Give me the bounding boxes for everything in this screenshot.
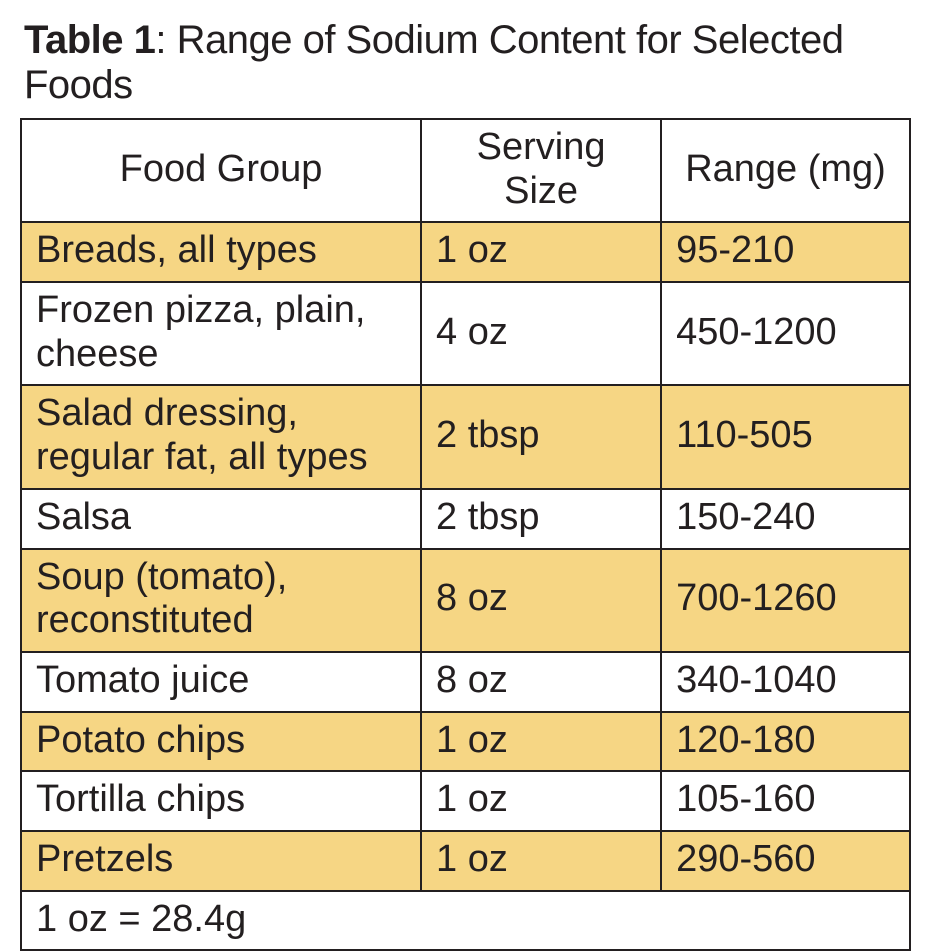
table-row: Pretzels1 oz290-560 <box>21 831 910 891</box>
table-row: Salsa2 tbsp150-240 <box>21 489 910 549</box>
cell-range: 340-1040 <box>661 652 910 712</box>
table-row: Breads, all types1 oz95-210 <box>21 222 910 282</box>
table-row: Salad dressing, regular fat, all types2 … <box>21 385 910 488</box>
cell-food-group: Pretzels <box>21 831 421 891</box>
cell-food-group: Tomato juice <box>21 652 421 712</box>
table-caption: Table 1: Range of Sodium Content for Sel… <box>24 18 911 108</box>
col-serving-size: Serving Size <box>421 119 661 222</box>
table-row: Tortilla chips1 oz105-160 <box>21 771 910 831</box>
cell-serving-size: 1 oz <box>421 831 661 891</box>
cell-serving-size: 1 oz <box>421 712 661 772</box>
caption-label: Table 1 <box>24 18 155 62</box>
table-row: Potato chips1 oz120-180 <box>21 712 910 772</box>
cell-food-group: Salad dressing, regular fat, all types <box>21 385 421 488</box>
cell-range: 95-210 <box>661 222 910 282</box>
cell-serving-size: 2 tbsp <box>421 385 661 488</box>
cell-range: 120-180 <box>661 712 910 772</box>
sodium-table: Food Group Serving Size Range (mg) Bread… <box>20 118 911 951</box>
cell-range: 150-240 <box>661 489 910 549</box>
col-range: Range (mg) <box>661 119 910 222</box>
cell-serving-size: 1 oz <box>421 771 661 831</box>
table-footnote-row: 1 oz = 28.4g <box>21 891 910 951</box>
cell-serving-size: 1 oz <box>421 222 661 282</box>
cell-range: 110-505 <box>661 385 910 488</box>
cell-food-group: Frozen pizza, plain, cheese <box>21 282 421 385</box>
cell-serving-size: 2 tbsp <box>421 489 661 549</box>
col-food-group: Food Group <box>21 119 421 222</box>
footnote: 1 oz = 28.4g <box>21 891 910 951</box>
cell-range: 105-160 <box>661 771 910 831</box>
cell-range: 290-560 <box>661 831 910 891</box>
table-row: Tomato juice8 oz340-1040 <box>21 652 910 712</box>
cell-food-group: Breads, all types <box>21 222 421 282</box>
table-body: Breads, all types1 oz95-210Frozen pizza,… <box>21 222 910 890</box>
cell-food-group: Tortilla chips <box>21 771 421 831</box>
cell-range: 450-1200 <box>661 282 910 385</box>
cell-food-group: Potato chips <box>21 712 421 772</box>
cell-range: 700-1260 <box>661 549 910 652</box>
cell-serving-size: 8 oz <box>421 549 661 652</box>
table-header-row: Food Group Serving Size Range (mg) <box>21 119 910 222</box>
cell-serving-size: 8 oz <box>421 652 661 712</box>
table-row: Soup (tomato), reconstituted8 oz700-1260 <box>21 549 910 652</box>
cell-food-group: Salsa <box>21 489 421 549</box>
cell-food-group: Soup (tomato), reconstituted <box>21 549 421 652</box>
cell-serving-size: 4 oz <box>421 282 661 385</box>
table-row: Frozen pizza, plain, cheese4 oz450-1200 <box>21 282 910 385</box>
